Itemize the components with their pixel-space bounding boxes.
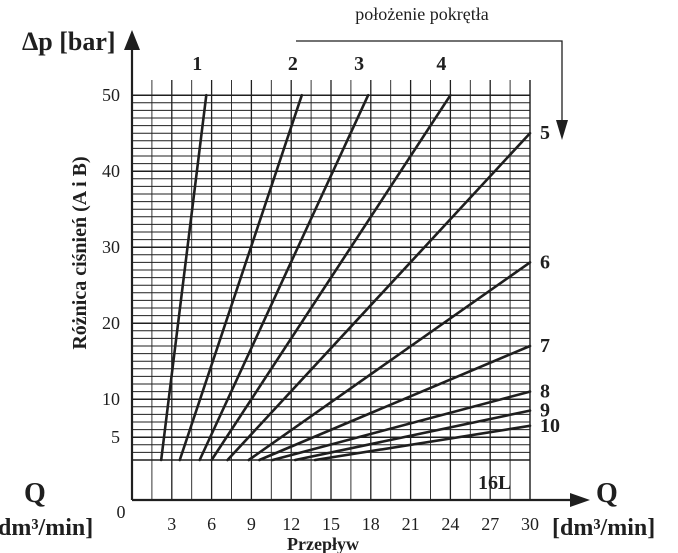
x-axis-arrow: [570, 493, 590, 507]
series-line: [247, 261, 532, 462]
series-label: 3: [354, 53, 364, 75]
knob-position-title: położenie pokrętła: [355, 4, 488, 24]
series-label: 1: [192, 53, 202, 75]
x-axis-symbol: Q: [596, 478, 618, 509]
series-line: [159, 93, 208, 462]
series-line: [293, 409, 532, 462]
series-line: [198, 93, 370, 462]
x-tick-label: 21: [402, 514, 420, 534]
x-tick-label: 24: [441, 514, 459, 534]
x-tick-label: 27: [481, 514, 499, 534]
knob-bracket-line: [296, 40, 563, 128]
x-tick-label: 3: [167, 514, 176, 534]
series-label: 7: [540, 335, 550, 357]
left-q-symbol: Q: [24, 478, 46, 509]
y-axis-label: Różnica ciśnień (A i B): [69, 156, 91, 349]
chart-grid: [132, 80, 531, 500]
y-tick-label: 50: [102, 85, 120, 105]
x-axis-unit: [dm³/min]: [552, 515, 655, 541]
x-tick-label: 12: [282, 514, 300, 534]
x-tick-label: 30: [521, 514, 539, 534]
x-tick-label: 6: [207, 514, 216, 534]
y-axis-symbol: Δp [bar]: [22, 27, 116, 56]
x-axis-label: Przepływ: [287, 534, 359, 553]
series-label: 9: [540, 400, 550, 422]
series-label: 2: [288, 53, 298, 75]
series-line: [313, 424, 532, 462]
x-tick-label: 9: [247, 514, 256, 534]
y-axis-arrow: [124, 30, 140, 50]
knob-bracket-arrow: [556, 120, 568, 140]
left-q-unit: dm³/min]: [0, 515, 93, 541]
x-tick-label: 18: [362, 514, 380, 534]
series-line: [258, 344, 532, 462]
y-tick-label: 30: [102, 237, 120, 257]
series-label: 6: [540, 251, 550, 273]
series-label: 5: [540, 122, 550, 144]
y-tick-label: 40: [102, 161, 120, 181]
series-line: [226, 131, 532, 462]
series-label: 10: [540, 415, 560, 437]
y-tick-label: 5: [111, 427, 120, 447]
x-tick-label: 0: [117, 502, 126, 522]
chart-series: [159, 93, 532, 462]
series-line: [271, 390, 532, 462]
series-label: 8: [540, 381, 550, 403]
series-label: 4: [436, 53, 446, 75]
chart-axes: [124, 30, 590, 507]
y-tick-label: 20: [102, 313, 120, 333]
x-tick-label: 15: [322, 514, 340, 534]
series-line: [210, 93, 452, 462]
model-label: 16L: [478, 472, 511, 494]
y-tick-label: 10: [102, 389, 120, 409]
series-line: [178, 93, 304, 462]
